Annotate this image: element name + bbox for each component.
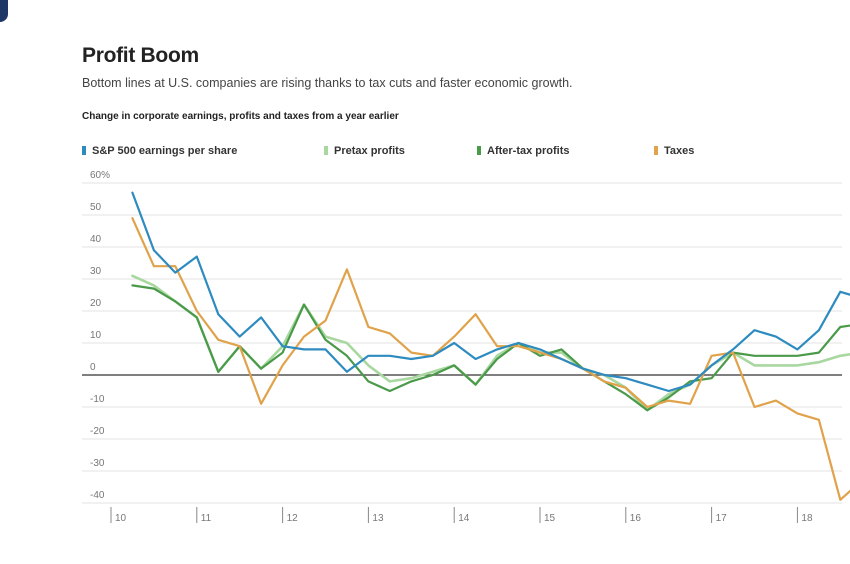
chart-description: Change in corporate earnings, profits an… bbox=[82, 111, 399, 122]
legend-swatch-aftertax bbox=[477, 146, 481, 155]
legend-item-pretax: Pretax profits bbox=[324, 145, 405, 157]
y-tick-label: -20 bbox=[90, 426, 105, 437]
y-tick-label: 10 bbox=[90, 330, 102, 341]
x-tick-label: 11 bbox=[201, 513, 212, 524]
y-tick-label: 60% bbox=[90, 170, 110, 181]
x-axis-ticks: 10 11 12 13 14 15 16 17 18 bbox=[110, 507, 813, 524]
x-tick-label: 15 bbox=[544, 513, 556, 524]
legend-swatch-pretax bbox=[324, 146, 328, 155]
sp500-line bbox=[131, 191, 850, 393]
y-tick-label: 30 bbox=[90, 266, 102, 277]
legend-label-sp500: S&P 500 earnings per share bbox=[92, 145, 238, 157]
legend-item-taxes: Taxes bbox=[654, 145, 694, 157]
corner-logo-fragment bbox=[0, 0, 8, 22]
x-tick-label: 14 bbox=[458, 513, 470, 524]
y-tick-label: -30 bbox=[90, 458, 105, 469]
x-tick-label: 13 bbox=[372, 513, 384, 524]
y-tick-label: 40 bbox=[90, 234, 102, 245]
x-tick-label: 17 bbox=[716, 513, 728, 524]
y-tick-label: 0 bbox=[90, 362, 96, 373]
x-tick-label: 12 bbox=[287, 513, 299, 524]
legend-item-aftertax: After-tax profits bbox=[477, 145, 570, 157]
x-tick-label: 10 bbox=[115, 513, 127, 524]
chart-title: Profit Boom bbox=[82, 44, 199, 67]
legend-swatch-taxes bbox=[654, 146, 658, 155]
chart-subtitle: Bottom lines at U.S. companies are risin… bbox=[82, 76, 573, 90]
legend-label-aftertax: After-tax profits bbox=[487, 145, 570, 157]
legend-item-sp500: S&P 500 earnings per share bbox=[82, 145, 237, 157]
y-tick-label: -40 bbox=[90, 490, 105, 501]
x-tick-label: 16 bbox=[630, 513, 642, 524]
grid-lines bbox=[82, 182, 842, 504]
legend-label-pretax: Pretax profits bbox=[334, 145, 405, 157]
legend-label-taxes: Taxes bbox=[664, 145, 695, 157]
y-tick-label: 50 bbox=[90, 202, 102, 213]
series-lines bbox=[131, 191, 850, 501]
x-tick-label: 18 bbox=[801, 513, 813, 524]
y-tick-label: -10 bbox=[90, 394, 105, 405]
y-tick-label: 20 bbox=[90, 298, 102, 309]
legend-swatch-sp500 bbox=[82, 146, 86, 155]
y-axis-labels: 60% 50 40 30 20 10 0 -10 -20 -30 -40 bbox=[90, 170, 110, 501]
